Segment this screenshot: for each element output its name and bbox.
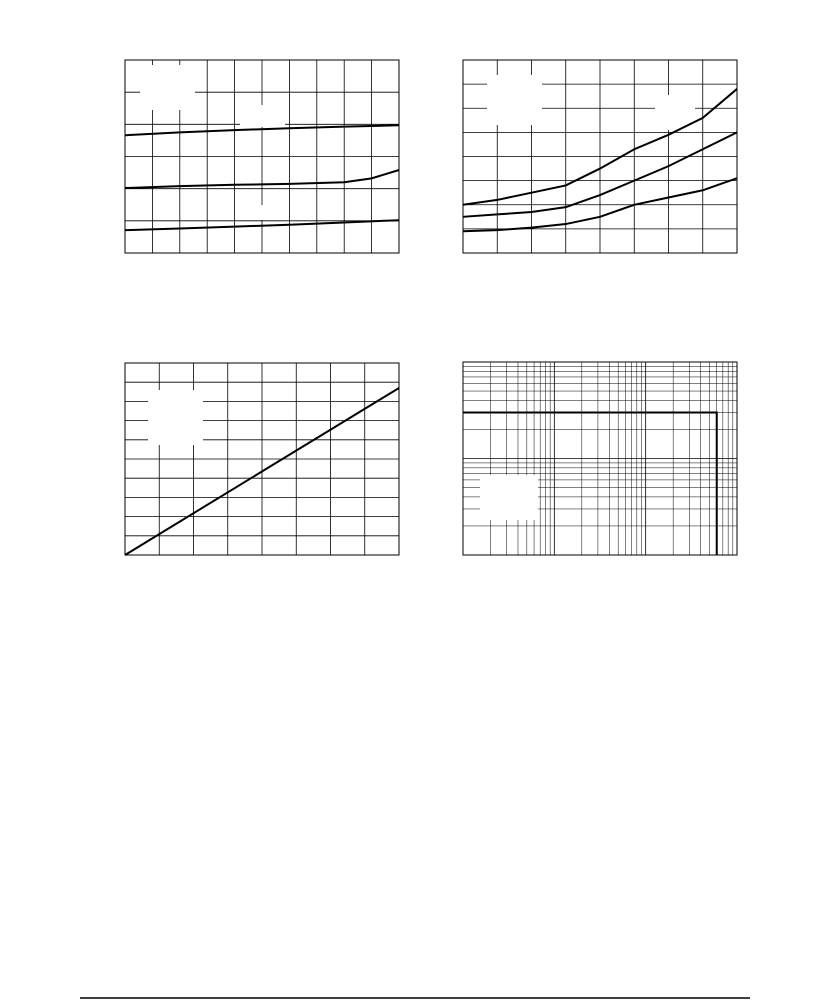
plot-frame <box>124 362 400 556</box>
curve <box>462 177 738 233</box>
plot-frame <box>462 59 738 254</box>
label-area <box>487 75 542 125</box>
curve <box>463 411 718 555</box>
curve <box>124 124 400 137</box>
curve <box>124 387 400 556</box>
plot-frame <box>124 59 400 254</box>
curve <box>462 131 738 218</box>
label-area <box>250 205 275 220</box>
plot-frame <box>462 361 738 556</box>
curve <box>124 219 400 232</box>
label-area <box>148 390 203 445</box>
label-area <box>240 105 285 127</box>
curve <box>124 169 400 190</box>
label-area <box>480 475 538 520</box>
label-area <box>140 65 195 110</box>
curve <box>462 88 738 206</box>
